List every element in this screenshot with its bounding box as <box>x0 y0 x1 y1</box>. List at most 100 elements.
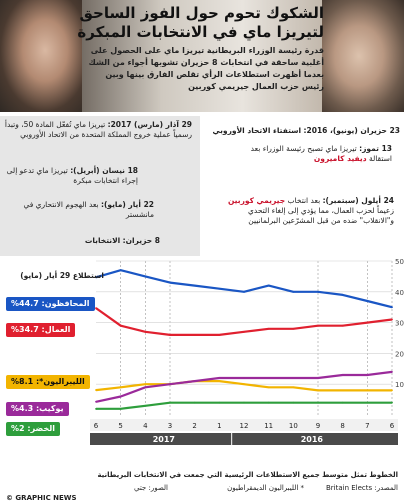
y-tick-label: 30 <box>395 320 404 328</box>
series-2-point-10 <box>144 383 147 386</box>
event-referendum-text: استفتاء الاتحاد الأوروبي <box>212 126 302 135</box>
series-4-point-5 <box>267 401 270 404</box>
event-snap-election-date: 18 نيسان (أبريل): <box>70 166 138 175</box>
poll-date-label: استطلاع 29 أيار (مايو) <box>14 271 104 281</box>
series-0-point-0 <box>391 306 393 309</box>
series-0-point-7 <box>218 287 221 290</box>
event-snap-election: 18 نيسان (أبريل): تيريزا ماي تدعو إلى إج… <box>4 166 138 186</box>
poll-chart: 10 20 30 40 50 2017 2016 6 7 8 9 10 11 12 1 2 3 4 5 6 است… <box>0 255 404 504</box>
series-2-point-6 <box>243 383 245 386</box>
series-4-point-0 <box>391 401 393 404</box>
month-tick-label: 12 <box>240 422 249 430</box>
plot-background <box>96 261 392 415</box>
series-3-point-5 <box>267 377 270 379</box>
series-2-point-12 <box>95 389 97 391</box>
tag-conservative: المحافظون: 44.7% <box>6 297 95 311</box>
series-3-point-11 <box>119 395 122 398</box>
series-4-point-1 <box>366 401 369 404</box>
series-1-point-12 <box>95 307 97 310</box>
series-4-point-7 <box>218 401 221 404</box>
page-title: الشكوك تحوم حول الفوز الساحق لتيريزا ماي… <box>77 4 324 41</box>
footer-brand: © GRAPHIC NEWS <box>6 494 77 502</box>
theresa-may-photo <box>0 0 82 112</box>
month-tick-label: 2 <box>192 422 196 430</box>
series-3-point-0 <box>391 370 393 373</box>
event-manchester-date: 22 أيار (مايو): <box>100 200 154 209</box>
year-label-2016: 2016 <box>301 435 324 444</box>
series-4-point-6 <box>243 401 245 404</box>
series-3-point-12 <box>95 400 97 403</box>
month-tick-label: 9 <box>316 422 320 430</box>
event-corbyn-name: جيريمي كوربين <box>227 196 286 205</box>
series-3-point-8 <box>193 380 196 383</box>
series-3-point-2 <box>341 374 344 376</box>
series-1-point-0 <box>391 318 393 321</box>
tag-labour: العمال: 34.7% <box>6 323 76 337</box>
event-corbyn-text-c: زعيماً لحزب العمال، مما يؤدي إلى إلغاء ا… <box>248 206 394 225</box>
footer-photos: الصور: جتي <box>133 484 168 492</box>
series-1-point-5 <box>267 327 270 330</box>
series-4-point-3 <box>317 401 319 404</box>
event-article50-text: تيريزا ماي تُفعّل المادة 50، وتبدأ رسميا… <box>4 120 192 139</box>
month-row <box>90 419 398 431</box>
series-1-point-9 <box>169 334 171 336</box>
series-2-point-1 <box>366 389 369 392</box>
series-1-point-6 <box>243 330 245 333</box>
series-1-point-8 <box>193 334 196 336</box>
month-tick-label: 3 <box>168 422 172 430</box>
event-referendum-date: 23 حزيران (يونيو)، 2016: <box>303 126 400 135</box>
series-0-point-3 <box>317 290 319 293</box>
month-tick-label: 8 <box>340 422 344 430</box>
event-article50: 29 آذار (مارس) 2017: تيريزا ماي تُفعّل ا… <box>4 120 192 140</box>
month-tick-label: 1 <box>217 422 221 430</box>
y-tick-label: 50 <box>395 258 404 266</box>
jeremy-corbyn-photo <box>322 0 404 112</box>
series-2-point-3 <box>317 389 319 392</box>
event-manchester: 22 أيار (مايو): بعد الهجوم الانتحاري في … <box>4 200 154 220</box>
series-0-point-6 <box>243 290 245 293</box>
event-snap-election-text: تيريزا ماي تدعو إلى إجراء انتخابات مبكرة <box>6 166 138 185</box>
series-2-point-5 <box>267 386 270 389</box>
series-1-point-11 <box>119 324 122 327</box>
series-4-point-10 <box>144 404 147 407</box>
series-0-point-8 <box>193 284 196 287</box>
series-1-point-10 <box>144 330 147 333</box>
event-manchester-text: بعد الهجوم الانتحاري في مانشستر <box>23 200 154 219</box>
footer-note: الخطوط تمثل متوسط جميع الاستطلاعات الرئي… <box>97 471 398 479</box>
y-tick-label: 10 <box>395 381 404 389</box>
event-election-date: 8 حزيران: <box>122 236 160 245</box>
event-election: 8 حزيران: الانتخابات <box>4 236 160 246</box>
month-tick-label: 6 <box>94 422 99 430</box>
series-1-point-1 <box>366 321 369 324</box>
series-0-point-4 <box>292 290 295 293</box>
events-2017-panel <box>0 116 200 256</box>
series-3-point-3 <box>317 377 319 379</box>
series-4-point-11 <box>119 407 122 410</box>
y-tick-label: 20 <box>395 350 404 358</box>
event-article50-date: 29 آذار (مارس) 2017: <box>107 120 192 129</box>
event-corbyn-date: 24 أيلول (سبتمبر): <box>322 196 394 205</box>
footer-source: المصدر: Britain Elects <box>325 484 398 492</box>
series-2-point-4 <box>292 386 295 389</box>
series-0-point-9 <box>169 281 171 284</box>
series-1-point-2 <box>341 324 344 327</box>
year-band <box>90 433 398 445</box>
series-0-point-5 <box>267 284 270 287</box>
event-corbyn-text-a: بعد انتخاب <box>287 196 321 205</box>
event-corbyn: 24 أيلول (سبتمبر): بعد انتخاب جيريمي كور… <box>220 196 394 226</box>
month-tick-label: 7 <box>365 422 369 430</box>
series-3-point-10 <box>144 386 147 389</box>
event-may-pm-text: تيريزا ماي تصبح رئيسة الوزراء بعد استقال… <box>250 144 392 163</box>
series-4-point-2 <box>341 401 344 404</box>
tag-libdem: الليبراليون*: 8.1% <box>6 375 90 389</box>
year-label-2017: 2017 <box>153 435 175 444</box>
series-1-point-3 <box>317 324 319 327</box>
series-0-point-11 <box>119 269 122 272</box>
series-4-point-8 <box>193 401 196 404</box>
series-3-point-4 <box>292 377 295 379</box>
month-tick-label: 4 <box>143 422 148 430</box>
series-1-point-4 <box>292 327 295 330</box>
event-referendum: 23 حزيران (يونيو)، 2016: استفتاء الاتحاد… <box>210 126 400 136</box>
